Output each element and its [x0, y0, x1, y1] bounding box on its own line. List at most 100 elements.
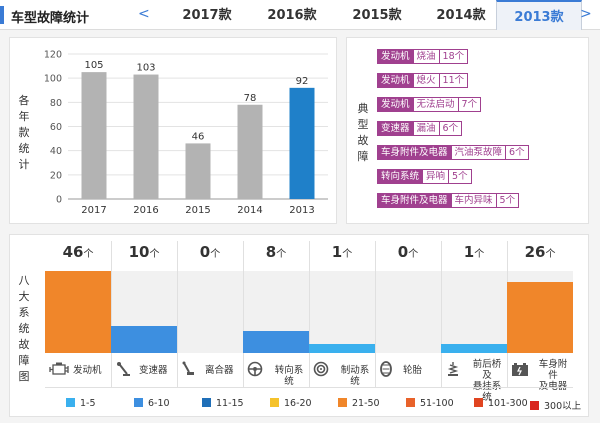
- brake-disc-icon: [313, 361, 329, 380]
- fault-symptom-tag: 车内异味: [451, 193, 497, 208]
- y-tick-label: 0: [56, 195, 62, 206]
- bar-value-label: 103: [136, 63, 155, 74]
- legend-label: 300以上: [544, 401, 582, 412]
- fault-count-tag: 5个: [449, 169, 472, 184]
- fault-count-tag: 11个: [439, 73, 469, 88]
- legend-item: 11-15: [202, 398, 244, 409]
- legend-item: 21-50: [338, 398, 380, 409]
- typical-fault-item[interactable]: 车身附件及电器 汽油泵故障 6个: [377, 145, 529, 160]
- tab-2014[interactable]: 2014款: [436, 8, 486, 23]
- system-label[interactable]: 变速器: [115, 359, 175, 383]
- system-bar[interactable]: [243, 331, 309, 353]
- typical-fault-item[interactable]: 发动机 无法启动 7个: [377, 97, 482, 112]
- typical-fault-item[interactable]: 车身附件及电器 车内异味 5个: [377, 193, 520, 208]
- y-tick-label: 80: [50, 98, 62, 109]
- legend-label: 6-10: [148, 398, 170, 409]
- prev-arrow-icon[interactable]: <: [138, 6, 150, 22]
- system-count-value: 0: [199, 243, 211, 261]
- bar-value-label: 78: [244, 93, 257, 104]
- system-count-value: 1: [331, 243, 343, 261]
- systems-panel: 八大系统故障图 46个 发动机 10个 变速器 0个 离合器 8个 转向系统 1个 制动系统 0个轮…: [9, 234, 589, 417]
- bar-2015[interactable]: [185, 143, 211, 199]
- typical-fault-item[interactable]: 发动机 熄火 11个: [377, 73, 469, 88]
- typical-faults-label: 典型故障: [357, 102, 369, 163]
- fault-system-tag: 转向系统: [377, 169, 424, 184]
- bar-value-label: 46: [192, 131, 205, 142]
- tab-2017[interactable]: 2017款: [182, 8, 232, 23]
- next-arrow-icon[interactable]: >: [580, 6, 592, 22]
- y-tick-label: 60: [50, 122, 62, 133]
- bar-2017[interactable]: [81, 72, 107, 199]
- fault-symptom-tag: 熄火: [413, 73, 440, 88]
- fault-count-tag: 6个: [439, 121, 463, 136]
- system-count-value: 1: [463, 243, 475, 261]
- system-bar[interactable]: [111, 325, 177, 353]
- legend-item: 51-100: [406, 398, 454, 409]
- system-label[interactable]: 制动系统: [313, 359, 373, 387]
- system-label[interactable]: 车身附件及电器: [511, 359, 571, 392]
- system-label[interactable]: 发动机: [49, 359, 109, 383]
- fault-symptom-tag: 烧油: [413, 49, 440, 64]
- system-count-unit: 个: [210, 249, 221, 260]
- system-count-unit: 个: [149, 249, 160, 260]
- system-count: 1个: [441, 243, 507, 269]
- fault-system-tag: 发动机: [377, 97, 414, 112]
- column-divider: [309, 241, 310, 387]
- fault-system-tag: 发动机: [377, 49, 414, 64]
- system-name: 转向系统: [274, 365, 304, 387]
- system-name: 发动机: [73, 365, 102, 376]
- bar-2014[interactable]: [237, 104, 263, 199]
- legend-item: 101-300: [474, 398, 528, 409]
- steering-wheel-icon: [247, 361, 263, 380]
- system-count-unit: 个: [276, 249, 287, 260]
- column-divider: [177, 241, 178, 387]
- system-bar[interactable]: [45, 271, 111, 353]
- engine-icon: [49, 361, 71, 380]
- system-bar[interactable]: [309, 344, 375, 353]
- system-count-unit: 个: [408, 249, 419, 260]
- system-name: 变速器: [139, 365, 168, 376]
- typical-faults-panel: 典型故障 发动机 烧油 18个 发动机 熄火 11个 发动机 无法启动 7个 变速器 漏油 6个 车身附…: [346, 37, 589, 224]
- fault-system-tag: 车身附件及电器: [377, 145, 452, 160]
- page-title: 车型故障统计: [11, 11, 90, 26]
- tab-2013[interactable]: 2013款: [496, 0, 582, 30]
- system-name: 前后桥及悬挂系统: [472, 359, 502, 403]
- system-bar[interactable]: [507, 281, 573, 353]
- bar-2013[interactable]: [289, 87, 315, 199]
- legend-swatch: [406, 398, 415, 407]
- fault-symptom-tag: 无法启动: [413, 97, 459, 112]
- fault-count-tag: 5个: [496, 193, 520, 208]
- battery-icon: [511, 361, 529, 380]
- legend-swatch: [474, 398, 483, 407]
- fault-system-tag: 变速器: [377, 121, 414, 136]
- tab-2015[interactable]: 2015款: [352, 8, 402, 23]
- legend-label: 51-100: [420, 398, 454, 409]
- title-accent-bar: [0, 6, 4, 24]
- typical-fault-item[interactable]: 转向系统 异响 5个: [377, 169, 472, 184]
- system-label[interactable]: 离合器: [181, 359, 241, 383]
- legend-label: 21-50: [352, 398, 380, 409]
- system-label[interactable]: 前后桥及悬挂系统: [445, 359, 505, 403]
- system-name: 车身附件及电器: [538, 359, 568, 392]
- year-bar-chart: 0 20 40 60 80 100 120 105 2017 103 2016 46 2015 78 201…: [44, 50, 328, 216]
- system-label[interactable]: 轮胎: [379, 359, 439, 383]
- typical-fault-item[interactable]: 变速器 漏油 6个: [377, 121, 463, 136]
- system-count-value: 0: [397, 243, 409, 261]
- gear-shift-icon: [115, 361, 131, 380]
- bar-2016[interactable]: [133, 74, 159, 199]
- system-bar[interactable]: [441, 344, 507, 353]
- typical-fault-item[interactable]: 发动机 烧油 18个: [377, 49, 469, 64]
- tab-2016[interactable]: 2016款: [267, 8, 317, 23]
- legend-swatch: [270, 398, 279, 407]
- column-divider: [111, 241, 112, 387]
- legend-label: 1-5: [80, 398, 96, 409]
- system-name: 轮胎: [403, 365, 423, 376]
- system-name: 制动系统: [340, 365, 370, 387]
- system-label[interactable]: 转向系统: [247, 359, 307, 387]
- legend-separator: [45, 387, 573, 388]
- legend-item: 300以上: [530, 398, 581, 412]
- system-count-value: 8: [265, 243, 277, 261]
- tire-icon: [379, 361, 393, 380]
- x-tick-label: 2013: [289, 205, 314, 216]
- column-divider: [441, 241, 442, 387]
